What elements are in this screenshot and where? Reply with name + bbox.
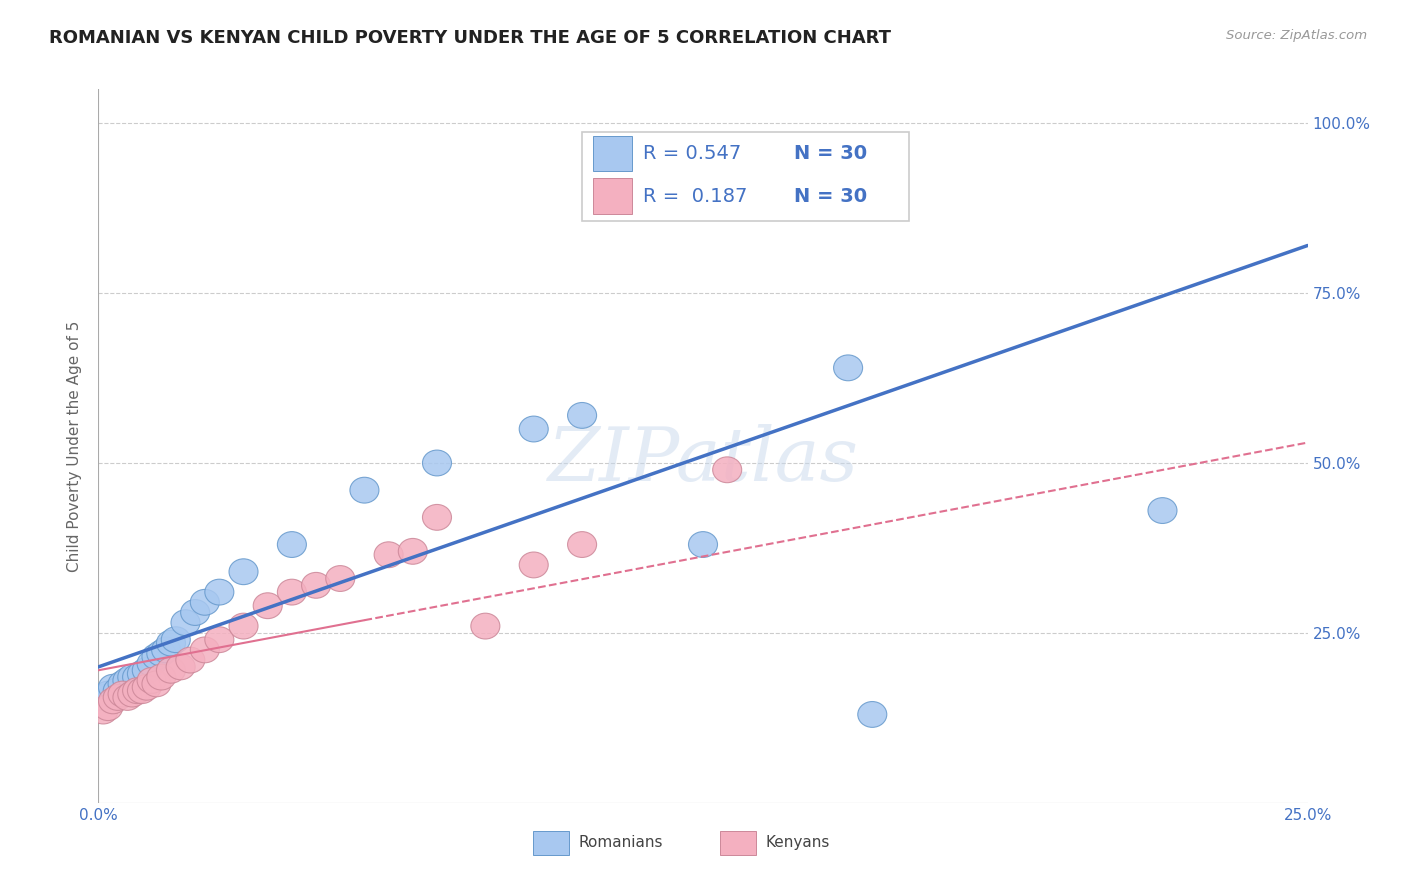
Ellipse shape	[253, 593, 283, 619]
Text: ZIPatlas: ZIPatlas	[547, 424, 859, 497]
Ellipse shape	[205, 579, 233, 605]
Ellipse shape	[858, 701, 887, 727]
Ellipse shape	[166, 654, 195, 680]
Ellipse shape	[422, 450, 451, 476]
FancyBboxPatch shape	[593, 136, 631, 171]
Text: R = 0.547: R = 0.547	[643, 144, 741, 163]
Ellipse shape	[98, 688, 128, 714]
Ellipse shape	[156, 630, 186, 656]
Ellipse shape	[190, 637, 219, 663]
Ellipse shape	[108, 671, 138, 697]
Ellipse shape	[172, 610, 200, 636]
Ellipse shape	[118, 665, 146, 690]
Ellipse shape	[689, 532, 717, 558]
Ellipse shape	[146, 640, 176, 666]
Text: R =  0.187: R = 0.187	[643, 186, 747, 206]
Ellipse shape	[138, 667, 166, 693]
Ellipse shape	[471, 613, 501, 639]
Ellipse shape	[205, 627, 233, 653]
Ellipse shape	[301, 573, 330, 599]
FancyBboxPatch shape	[720, 830, 756, 855]
Ellipse shape	[713, 457, 742, 483]
Text: Kenyans: Kenyans	[766, 835, 831, 850]
Y-axis label: Child Poverty Under the Age of 5: Child Poverty Under the Age of 5	[67, 320, 83, 572]
Ellipse shape	[229, 558, 259, 584]
Ellipse shape	[128, 678, 156, 704]
Ellipse shape	[277, 579, 307, 605]
FancyBboxPatch shape	[533, 830, 569, 855]
Text: N = 30: N = 30	[793, 186, 868, 206]
Ellipse shape	[98, 674, 128, 700]
Text: Source: ZipAtlas.com: Source: ZipAtlas.com	[1226, 29, 1367, 42]
Ellipse shape	[103, 678, 132, 704]
Ellipse shape	[89, 684, 118, 710]
Ellipse shape	[834, 355, 863, 381]
Ellipse shape	[350, 477, 380, 503]
Ellipse shape	[108, 681, 138, 707]
Ellipse shape	[180, 599, 209, 625]
FancyBboxPatch shape	[582, 132, 908, 221]
FancyBboxPatch shape	[593, 178, 631, 214]
Ellipse shape	[568, 402, 596, 428]
Ellipse shape	[142, 671, 172, 697]
Ellipse shape	[568, 532, 596, 558]
Ellipse shape	[132, 674, 162, 700]
Text: N = 30: N = 30	[793, 144, 868, 163]
Ellipse shape	[326, 566, 354, 591]
Ellipse shape	[103, 684, 132, 710]
Ellipse shape	[94, 695, 122, 721]
Text: ROMANIAN VS KENYAN CHILD POVERTY UNDER THE AGE OF 5 CORRELATION CHART: ROMANIAN VS KENYAN CHILD POVERTY UNDER T…	[49, 29, 891, 46]
Ellipse shape	[112, 667, 142, 693]
Ellipse shape	[162, 627, 190, 653]
Ellipse shape	[229, 613, 259, 639]
Ellipse shape	[374, 541, 404, 567]
Ellipse shape	[122, 665, 152, 690]
Ellipse shape	[152, 637, 180, 663]
Ellipse shape	[138, 650, 166, 676]
Ellipse shape	[156, 657, 186, 683]
Text: Romanians: Romanians	[578, 835, 664, 850]
Ellipse shape	[519, 552, 548, 578]
Ellipse shape	[398, 539, 427, 565]
Ellipse shape	[132, 657, 162, 683]
Ellipse shape	[1147, 498, 1177, 524]
Ellipse shape	[519, 416, 548, 442]
Ellipse shape	[190, 590, 219, 615]
Ellipse shape	[422, 505, 451, 530]
Ellipse shape	[94, 681, 122, 707]
Ellipse shape	[146, 665, 176, 690]
Ellipse shape	[89, 698, 118, 724]
Ellipse shape	[118, 681, 146, 707]
Ellipse shape	[277, 532, 307, 558]
Ellipse shape	[142, 644, 172, 670]
Ellipse shape	[176, 648, 205, 673]
Ellipse shape	[112, 684, 142, 710]
Ellipse shape	[128, 661, 156, 687]
Ellipse shape	[122, 678, 152, 704]
